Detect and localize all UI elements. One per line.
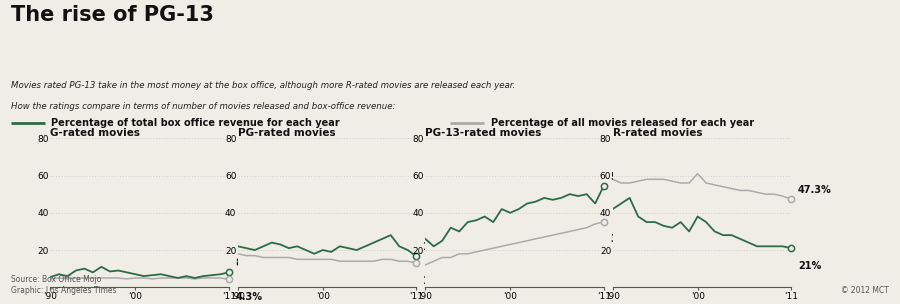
Text: 35.1%: 35.1% xyxy=(610,234,644,244)
Text: 8%: 8% xyxy=(236,258,252,268)
Text: PG-rated movies: PG-rated movies xyxy=(238,128,336,137)
Text: 54.4%: 54.4% xyxy=(610,172,644,182)
Text: R-rated movies: R-rated movies xyxy=(613,128,702,137)
Text: PG-13-rated movies: PG-13-rated movies xyxy=(425,128,542,137)
Text: G-rated movies: G-rated movies xyxy=(50,128,140,137)
Text: 16.6%: 16.6% xyxy=(423,242,457,252)
Text: 13%: 13% xyxy=(423,275,446,285)
Text: Percentage of all movies released for each year: Percentage of all movies released for ea… xyxy=(491,118,753,128)
Text: Source: Box Office Mojo
Graphic: Los Angeles Times: Source: Box Office Mojo Graphic: Los Ang… xyxy=(11,275,116,295)
Text: 47.3%: 47.3% xyxy=(798,185,832,195)
Text: The rise of PG-13: The rise of PG-13 xyxy=(11,5,213,25)
Text: Movies rated PG-13 take in the most money at the box office, although more R-rat: Movies rated PG-13 take in the most mone… xyxy=(11,81,515,90)
Text: How the ratings compare in terms of number of movies released and box-office rev: How the ratings compare in terms of numb… xyxy=(11,102,395,111)
Text: 4.3%: 4.3% xyxy=(236,292,263,302)
Text: Percentage of total box office revenue for each year: Percentage of total box office revenue f… xyxy=(51,118,340,128)
Text: 21%: 21% xyxy=(798,261,822,271)
Text: © 2012 MCT: © 2012 MCT xyxy=(842,286,889,295)
